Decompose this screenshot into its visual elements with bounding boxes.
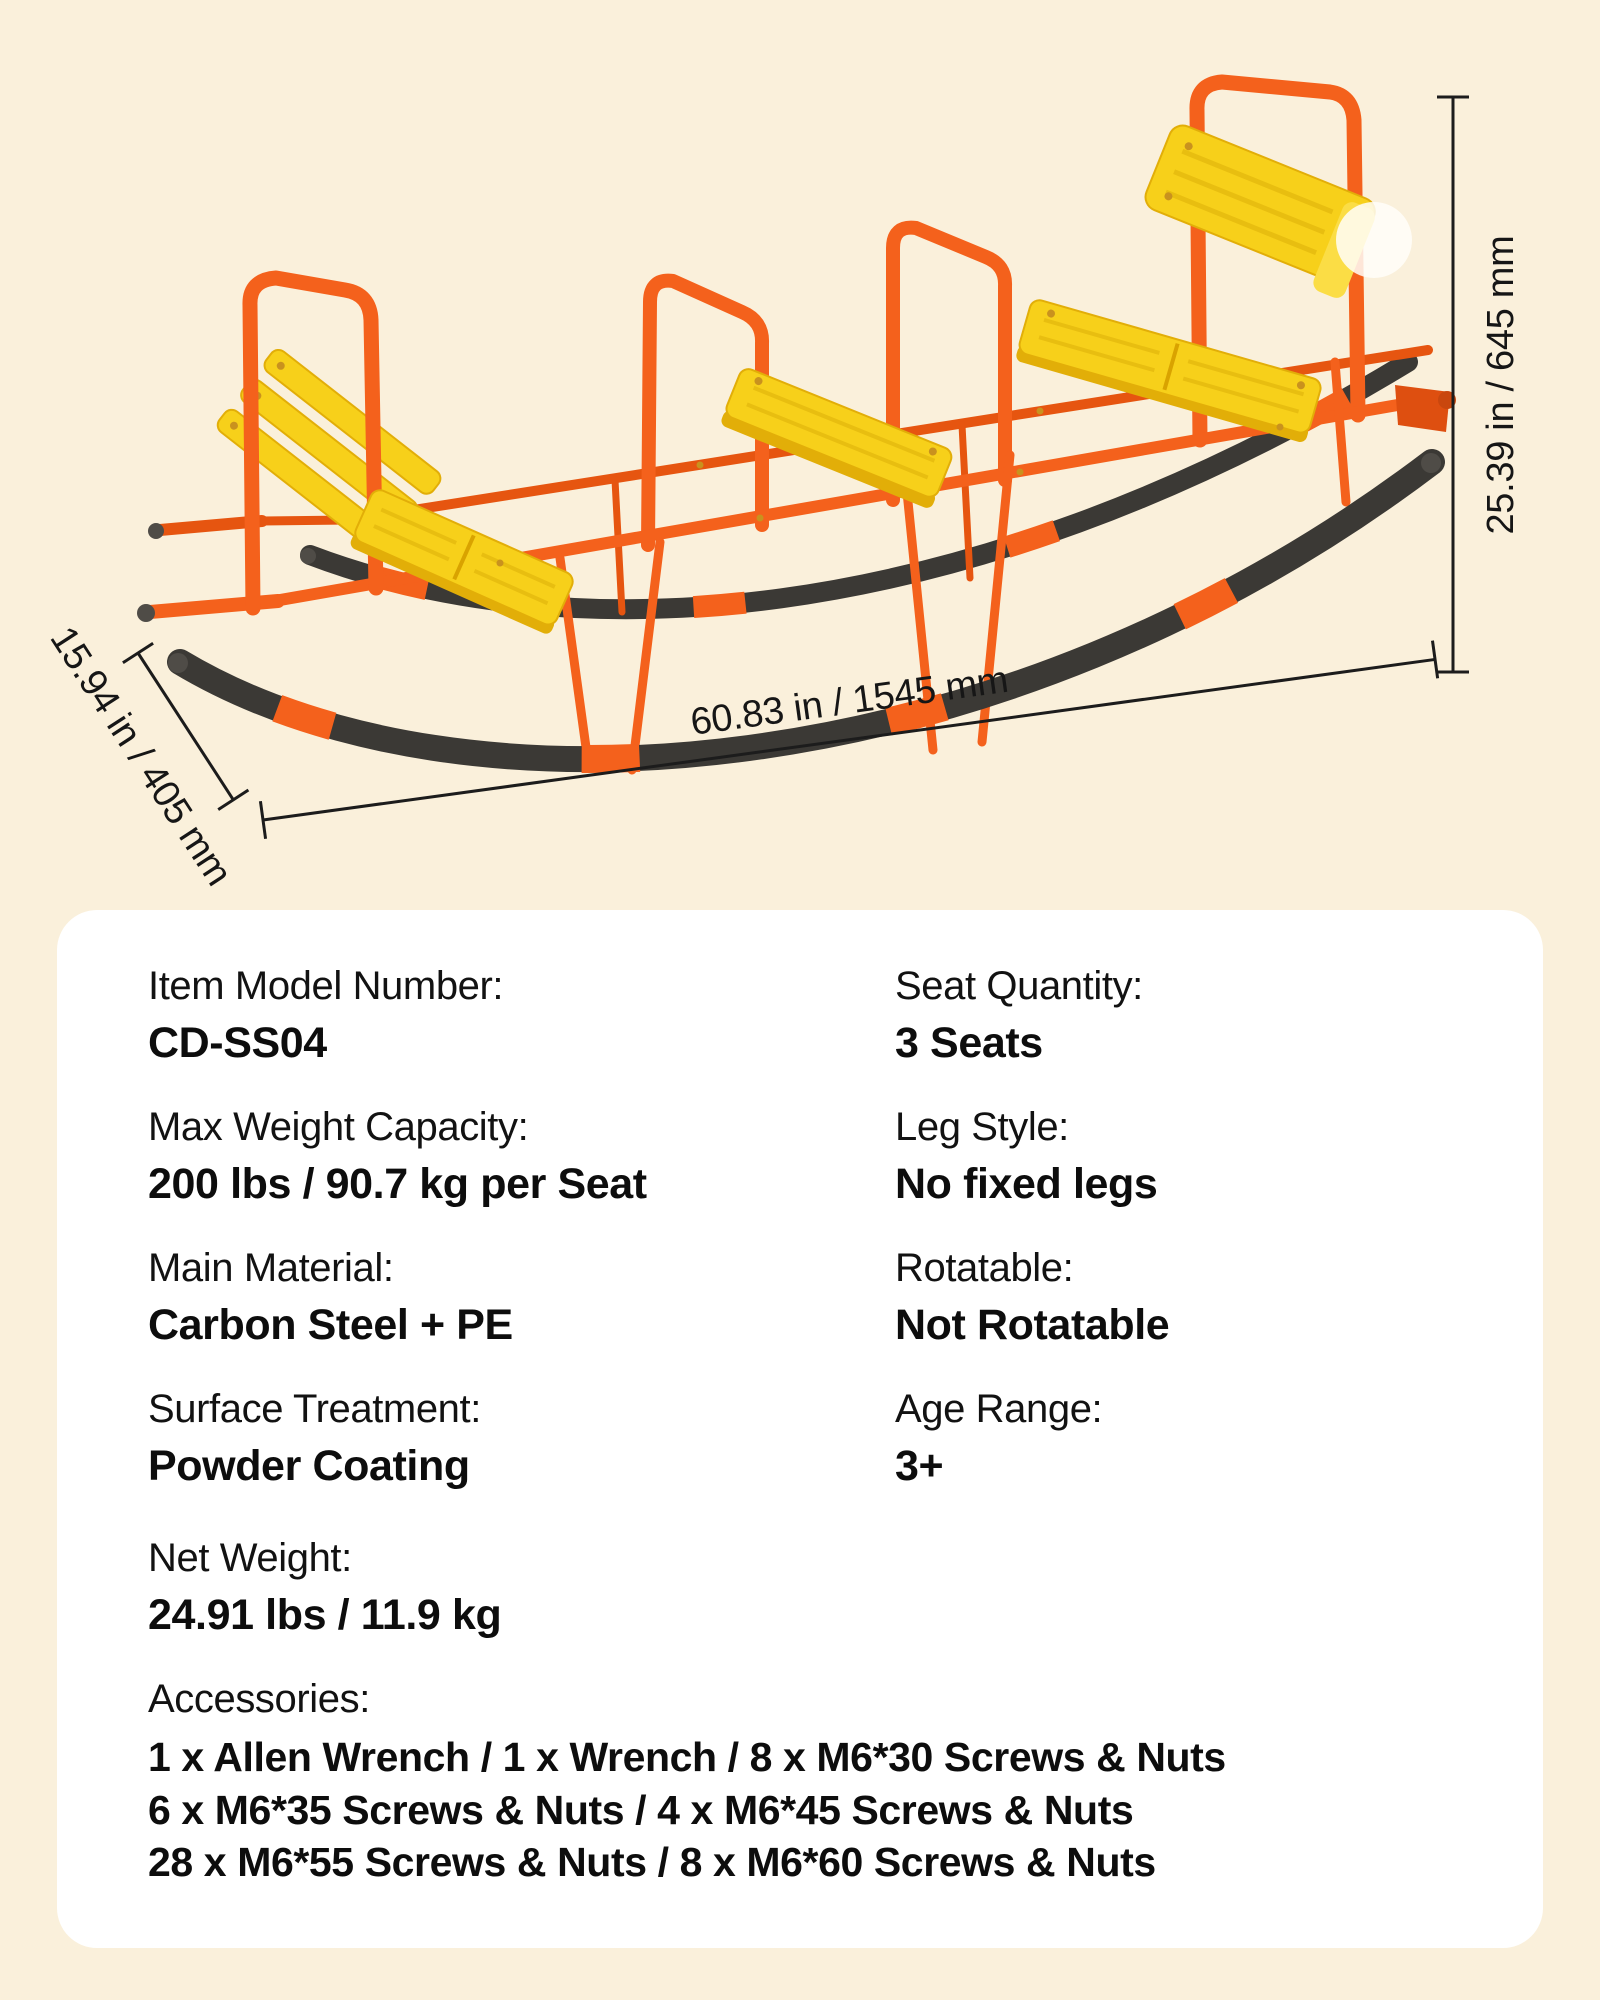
depth-dimension: 15.94 in / 405 mm bbox=[42, 619, 250, 893]
spec-item-main-material: Main Material: Carbon Steel + PE bbox=[148, 1242, 895, 1353]
accessories-lines: 1 x Allen Wrench / 1 x Wrench / 8 x M6*3… bbox=[148, 1731, 1483, 1888]
handlebar-mid-right bbox=[886, 220, 1013, 507]
right-seat bbox=[1016, 299, 1322, 442]
seesaw-illustration: 60.83 in / 1545 mm 25.39 in / 645 mm 15.… bbox=[42, 74, 1522, 893]
spec-label: Max Weight Capacity: bbox=[148, 1105, 529, 1150]
spec-value: CD-SS04 bbox=[148, 1019, 327, 1067]
spec-value: Powder Coating bbox=[148, 1442, 470, 1491]
spec-value: 200 lbs / 90.7 kg per Seat bbox=[148, 1160, 647, 1209]
spec-value: Not Rotatable bbox=[895, 1301, 1170, 1350]
spec-value: Carbon Steel + PE bbox=[148, 1301, 513, 1350]
handlebar-mid-left bbox=[641, 273, 770, 552]
spec-item-net-weight: Net Weight: 24.91 lbs / 11.9 kg bbox=[148, 1532, 1483, 1643]
left-seat bbox=[350, 489, 574, 634]
handlebar-left bbox=[242, 270, 384, 616]
spec-value: 3 Seats bbox=[895, 1019, 1043, 1067]
depth-dimension-label: 15.94 in / 405 mm bbox=[42, 619, 240, 893]
spec-label: Leg Style: bbox=[895, 1105, 1069, 1150]
handlebar-right bbox=[1189, 74, 1366, 448]
spec-item-leg-style: Leg Style: No fixed legs bbox=[895, 1101, 1483, 1212]
spec-label: Age Range: bbox=[895, 1387, 1103, 1432]
height-dimension: 25.39 in / 645 mm bbox=[1437, 95, 1522, 674]
spec-label: Item Model Number: bbox=[148, 964, 504, 1008]
spec-value: 24.91 lbs / 11.9 kg bbox=[148, 1591, 502, 1640]
accessories-line: 28 x M6*55 Screws & Nuts / 8 x M6*60 Scr… bbox=[148, 1839, 1156, 1886]
spec-grid: Item Model Number: CD-SS04 Max Weight Ca… bbox=[148, 960, 1483, 1524]
spec-label: Accessories: bbox=[148, 1677, 370, 1722]
spec-item-max-weight: Max Weight Capacity: 200 lbs / 90.7 kg p… bbox=[148, 1101, 895, 1212]
spec-column-left: Item Model Number: CD-SS04 Max Weight Ca… bbox=[148, 960, 895, 1524]
spec-item-surface-treatment: Surface Treatment: Powder Coating bbox=[148, 1383, 895, 1494]
spec-label: Main Material: bbox=[148, 1246, 394, 1291]
spec-value: No fixed legs bbox=[895, 1160, 1158, 1209]
spec-item-accessories: Accessories: 1 x Allen Wrench / 1 x Wren… bbox=[148, 1673, 1483, 1888]
spec-column-right: Seat Quantity: 3 Seats Leg Style: No fix… bbox=[895, 960, 1483, 1524]
spec-value: 3+ bbox=[895, 1442, 944, 1491]
spec-panel: Item Model Number: CD-SS04 Max Weight Ca… bbox=[57, 910, 1543, 1948]
spec-item-rotatable: Rotatable: Not Rotatable bbox=[895, 1242, 1483, 1353]
rear-rocker bbox=[300, 352, 1418, 621]
right-backrest bbox=[1144, 124, 1376, 298]
spec-item-seat-quantity: Seat Quantity: 3 Seats bbox=[895, 960, 1483, 1071]
spec-label: Rotatable: bbox=[895, 1246, 1074, 1291]
accessories-line: 6 x M6*35 Screws & Nuts / 4 x M6*45 Scre… bbox=[148, 1786, 1134, 1833]
rail-screws bbox=[496, 407, 1284, 567]
front-rocker bbox=[167, 449, 1445, 773]
middle-seat bbox=[721, 368, 953, 508]
photo-glare bbox=[1336, 202, 1412, 278]
spec-item-age-range: Age Range: 3+ bbox=[895, 1383, 1483, 1494]
product-hero: 60.83 in / 1545 mm 25.39 in / 645 mm 15.… bbox=[0, 0, 1600, 910]
length-dimension: 60.83 in / 1545 mm bbox=[258, 640, 1440, 840]
accessories-line: 1 x Allen Wrench / 1 x Wrench / 8 x M6*3… bbox=[148, 1734, 1226, 1781]
spec-item-model-number: Item Model Number: CD-SS04 bbox=[148, 960, 895, 1071]
height-dimension-label: 25.39 in / 645 mm bbox=[1480, 235, 1522, 534]
spec-label: Seat Quantity: bbox=[895, 964, 1143, 1008]
spec-label: Surface Treatment: bbox=[148, 1387, 481, 1432]
spec-label: Net Weight: bbox=[148, 1536, 352, 1581]
